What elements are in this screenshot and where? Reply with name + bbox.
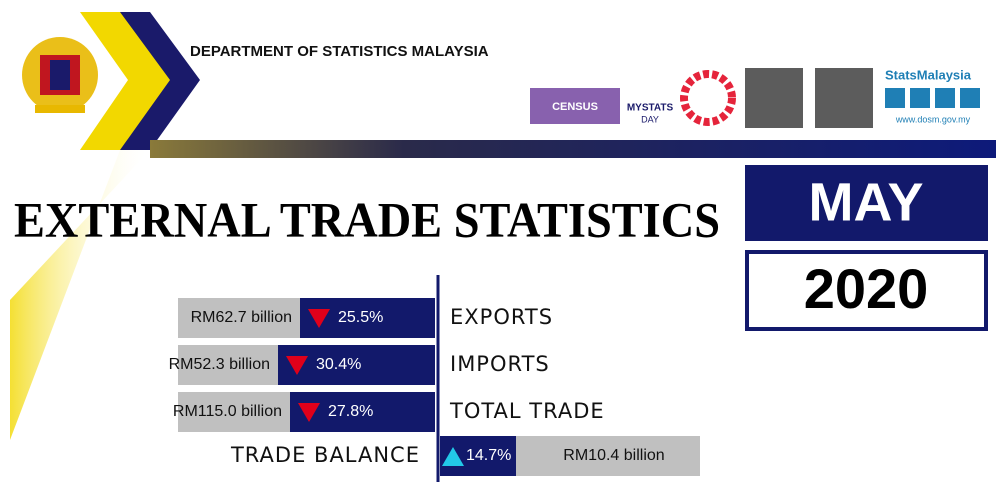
chevron-yellow <box>80 12 170 150</box>
qr-code <box>815 68 873 128</box>
amount: RM10.4 billion <box>563 447 664 464</box>
amount-bar <box>178 345 278 385</box>
change: 30.4% <box>316 356 361 373</box>
social-icon <box>935 88 955 108</box>
direction-arrow <box>308 309 330 328</box>
social-icon <box>910 88 930 108</box>
amount: RM115.0 billion <box>173 403 282 420</box>
amount: RM62.7 billion <box>191 309 292 326</box>
trade-rows: RM62.7 billion 25.5% EXPORTS RM52.3 billion… <box>169 298 700 476</box>
amount: RM52.3 billion <box>169 356 270 373</box>
header-stripe <box>150 140 996 158</box>
change: 27.8% <box>328 403 373 420</box>
amount-bar <box>516 436 700 476</box>
row-label: TOTAL TRADE <box>449 399 605 423</box>
row-label: IMPORTS <box>450 352 550 376</box>
year-box <box>745 250 988 331</box>
crest <box>22 37 98 113</box>
brand-text: StatsMalaysia <box>885 67 972 82</box>
direction-arrow <box>442 447 464 466</box>
website: www.dosm.gov.my <box>895 114 971 124</box>
mystats-text: MYSTATS <box>627 103 674 114</box>
organization: DEPARTMENT OF STATISTICS MALAYSIA <box>190 43 489 60</box>
change-box <box>278 345 435 385</box>
title: EXTERNAL TRADE STATISTICS <box>14 191 720 247</box>
social-icon <box>885 88 905 108</box>
direction-arrow <box>298 403 320 422</box>
social-icon <box>960 88 980 108</box>
census-text: CENSUS <box>552 101 598 113</box>
amount-bar <box>178 392 290 432</box>
year: 2020 <box>804 257 929 320</box>
census-logo <box>530 88 620 124</box>
day-text: DAY <box>641 114 659 124</box>
qr-code <box>745 68 803 128</box>
direction-arrow <box>286 356 308 375</box>
amount-bar <box>178 298 300 338</box>
logos: CENSUS MYSTATS DAY StatsMalaysia www.dos… <box>530 67 980 128</box>
row-label: EXPORTS <box>450 305 553 329</box>
change: 14.7% <box>466 447 511 464</box>
month-box <box>745 165 988 241</box>
row-label: TRADE BALANCE <box>230 443 420 467</box>
month: MAY <box>808 172 923 232</box>
change: 25.5% <box>338 309 383 326</box>
sdg-logo <box>680 70 736 126</box>
yellow-sweep <box>10 150 150 440</box>
